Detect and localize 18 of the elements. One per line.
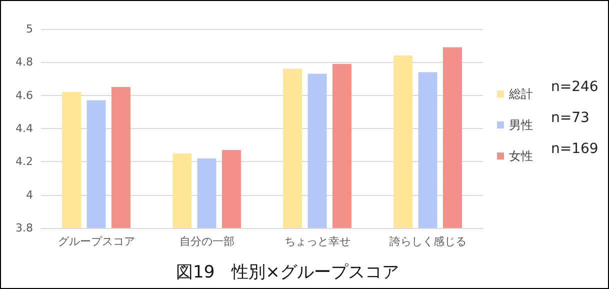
text: 図19 性別×グループスコア [176, 262, 399, 282]
text: n=246 [551, 79, 598, 95]
legend-label: 女性 [509, 149, 533, 163]
legend-label: 男性 [509, 118, 533, 132]
text: n=169 [551, 141, 598, 157]
y-tick-label: 4 [26, 188, 33, 202]
legend-label: 総計 [508, 87, 533, 101]
text: n=73 [551, 110, 590, 126]
x-tick-label: 自分の一部 [179, 235, 234, 248]
y-tick-label: 3.8 [16, 222, 33, 234]
y-tick-label: 4.4 [16, 122, 33, 135]
x-tick-label: グループスコア [58, 235, 135, 248]
y-tick-label: 5 [26, 22, 33, 36]
y-tick-label: 4.6 [16, 88, 33, 102]
x-tick-label: ちょっと幸せ [284, 235, 350, 248]
y-tick-label: 4.8 [16, 56, 33, 69]
y-tick-label: 4.2 [16, 155, 33, 168]
x-tick-label: 誇らしく感じる [389, 235, 466, 248]
